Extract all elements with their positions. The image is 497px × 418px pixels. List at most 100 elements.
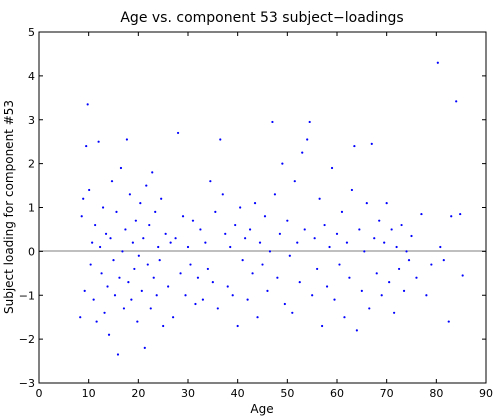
data-point <box>184 294 187 297</box>
data-point <box>395 245 398 249</box>
data-point <box>88 188 91 192</box>
y-tick-label: 4 <box>28 70 35 83</box>
data-point <box>131 241 134 244</box>
data-point <box>86 103 89 106</box>
x-axis-label: Age <box>250 402 273 416</box>
data-point <box>268 250 272 253</box>
data-point <box>106 285 109 288</box>
data-point <box>291 311 294 314</box>
x-tick-label: 20 <box>131 387 145 400</box>
data-point <box>405 250 408 253</box>
data-point <box>323 223 326 227</box>
data-point <box>373 237 376 240</box>
data-point <box>397 267 401 271</box>
x-tick-label: 30 <box>181 387 195 400</box>
x-tick-label: 0 <box>36 387 43 400</box>
data-point <box>439 245 442 249</box>
data-point <box>145 184 148 187</box>
data-point <box>420 212 423 216</box>
x-tick-label: 50 <box>280 387 294 400</box>
data-point <box>201 298 204 301</box>
data-point <box>191 219 195 222</box>
data-point <box>216 307 219 310</box>
data-point <box>219 138 222 141</box>
data-point <box>155 294 158 297</box>
data-point <box>181 215 185 218</box>
data-point <box>169 241 172 244</box>
y-tick-label: 0 <box>28 245 35 258</box>
data-point <box>113 294 117 297</box>
data-point <box>104 232 108 235</box>
x-tick-label: 90 <box>479 387 493 400</box>
data-point <box>263 215 267 218</box>
data-point <box>402 289 406 292</box>
data-point <box>311 294 314 297</box>
data-point <box>130 298 133 301</box>
data-point <box>253 202 257 205</box>
data-point <box>380 294 383 297</box>
data-point <box>273 193 277 196</box>
data-point <box>293 180 296 183</box>
data-point <box>335 232 339 235</box>
data-point <box>378 219 381 222</box>
data-point <box>194 302 197 306</box>
data-point <box>368 307 371 310</box>
data-point <box>442 259 445 262</box>
data-point <box>121 250 124 253</box>
data-point <box>118 276 121 279</box>
data-point <box>164 232 167 235</box>
data-point <box>140 289 143 292</box>
data-point <box>112 259 115 262</box>
x-tick-label: 40 <box>231 387 245 400</box>
data-point <box>110 180 114 183</box>
data-point <box>125 138 129 141</box>
data-point <box>258 241 262 244</box>
data-point <box>221 193 224 196</box>
data-point <box>407 259 411 262</box>
data-point <box>261 263 264 266</box>
data-point <box>234 223 237 227</box>
data-point <box>321 324 324 328</box>
data-point <box>128 193 131 196</box>
data-point <box>296 241 299 244</box>
data-point <box>350 188 353 192</box>
data-points <box>79 61 464 356</box>
data-point <box>196 276 200 279</box>
data-point <box>211 280 214 284</box>
data-point <box>308 120 311 124</box>
data-point <box>186 245 190 249</box>
data-point <box>103 311 106 314</box>
data-point <box>80 215 83 218</box>
data-point <box>343 316 346 319</box>
x-axis-ticks: 0 10 20 30 40 50 60 70 80 90 <box>36 32 493 400</box>
data-point <box>278 232 281 235</box>
data-point <box>316 267 319 271</box>
data-point <box>244 237 247 240</box>
data-point <box>167 285 170 288</box>
data-point <box>89 263 92 266</box>
data-point <box>298 280 301 284</box>
data-point <box>172 316 175 319</box>
data-point <box>318 197 321 200</box>
data-point <box>355 329 358 332</box>
data-point <box>162 324 165 328</box>
data-point <box>363 250 366 253</box>
data-point <box>189 263 192 266</box>
x-tick-label: 60 <box>330 387 344 400</box>
data-point <box>127 280 130 284</box>
data-point <box>136 320 139 323</box>
data-point <box>206 267 209 271</box>
y-tick-label: −3 <box>19 377 35 390</box>
data-point <box>107 333 111 336</box>
x-tick-label: 10 <box>82 387 96 400</box>
data-point <box>116 353 120 356</box>
y-tick-label: 2 <box>28 158 35 171</box>
y-tick-label: 5 <box>28 26 35 39</box>
data-point <box>160 197 163 200</box>
data-point <box>85 144 88 148</box>
data-point <box>400 223 403 227</box>
data-point <box>176 131 180 135</box>
data-point <box>425 294 428 297</box>
y-tick-label: −2 <box>19 333 35 346</box>
